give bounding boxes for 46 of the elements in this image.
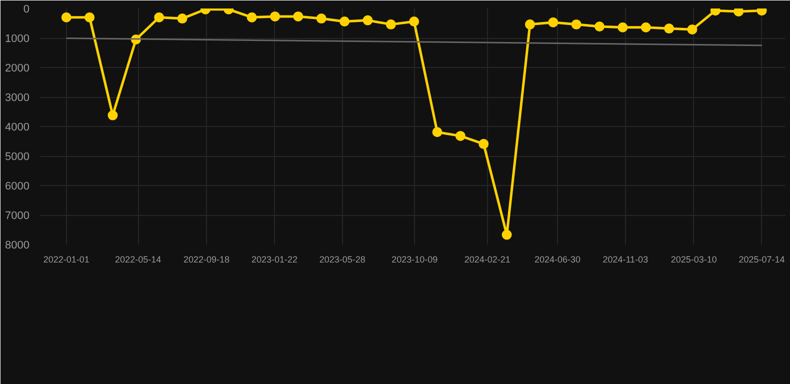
point (270, 11, 280, 22)
point (246, 12, 257, 22)
x-tick-label: 2022-01-01 (43, 254, 90, 264)
y-tick-label: 6000 (5, 180, 30, 192)
point (687, 24, 698, 34)
x-tick-label: 2025-07-14 (738, 254, 785, 264)
point (340, 16, 350, 26)
x-tick-label: 2023-01-22 (251, 254, 298, 264)
point (362, 15, 373, 26)
x-tick-label: 2024-02-21 (464, 254, 510, 264)
point (84, 12, 95, 22)
y-tick-label: 2000 (5, 62, 30, 74)
point (734, 8, 744, 16)
x-tick-label: 2023-10-09 (392, 254, 438, 264)
x-tick-label: 2022-09-18 (184, 254, 230, 264)
point (618, 22, 628, 32)
point (524, 19, 535, 30)
y-tick-label: 5000 (5, 151, 30, 163)
x-tick-label: 2024-11-03 (602, 254, 648, 264)
y-tick-label: 7000 (5, 210, 30, 222)
point (594, 22, 605, 32)
point (455, 130, 466, 141)
point (108, 110, 118, 120)
x-tick-label: 2024-06-30 (534, 254, 580, 264)
y-tick-label: 4000 (5, 122, 30, 134)
point (664, 24, 674, 34)
y-tick-label: 3000 (5, 92, 30, 104)
point (571, 19, 582, 30)
x-tick-label: 2025-03-10 (670, 254, 717, 264)
point (502, 230, 512, 240)
point (154, 12, 164, 22)
y-tick-label: 0 (23, 4, 30, 16)
y-tick-label: 8000 (5, 240, 30, 252)
point (432, 127, 442, 138)
point (61, 12, 72, 22)
x-tick-label: 2023-05-28 (319, 254, 366, 264)
x-tick-label: 2022-05-14 (115, 254, 162, 264)
point (640, 22, 651, 32)
point (316, 14, 326, 24)
point (409, 16, 420, 26)
point (293, 11, 304, 22)
point (386, 19, 396, 30)
point (177, 14, 188, 24)
point (478, 138, 489, 149)
point (548, 17, 558, 28)
y-tick-label: 1000 (5, 33, 30, 45)
